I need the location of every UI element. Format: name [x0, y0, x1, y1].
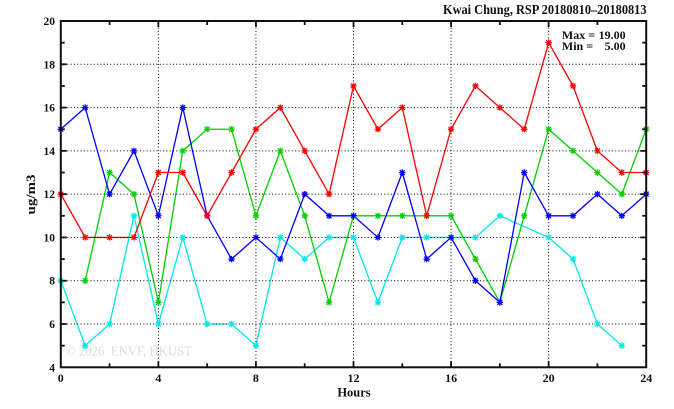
svg-text:19.00: 19.00: [599, 28, 626, 42]
svg-text:Hours: Hours: [337, 385, 370, 399]
svg-text:24: 24: [640, 371, 652, 385]
svg-text:20: 20: [44, 16, 56, 28]
svg-text:14: 14: [44, 146, 56, 158]
svg-text:ug/m3: ug/m3: [24, 175, 38, 215]
svg-text:4: 4: [155, 371, 161, 385]
svg-text:Kwai Chung, RSP 20180810–20180: Kwai Chung, RSP 20180810–20180813: [443, 3, 647, 18]
svg-text:8: 8: [253, 371, 259, 385]
svg-text:20: 20: [543, 371, 555, 385]
svg-text:5.00: 5.00: [605, 39, 626, 53]
svg-text:6: 6: [49, 319, 55, 331]
svg-text:10: 10: [44, 232, 56, 244]
svg-text:16: 16: [445, 371, 457, 385]
svg-text:18: 18: [44, 59, 56, 71]
svg-text:16: 16: [44, 103, 56, 115]
svg-text:12: 12: [44, 189, 56, 201]
svg-text:Min =: Min =: [562, 39, 593, 53]
svg-text:0: 0: [58, 371, 64, 385]
svg-text:8: 8: [49, 276, 55, 288]
svg-text:© 2026 ENVF, HKUST: © 2026 ENVF, HKUST: [66, 344, 192, 359]
svg-text:4: 4: [49, 362, 55, 374]
svg-text:Max =: Max =: [562, 28, 595, 42]
svg-text:12: 12: [348, 371, 360, 385]
